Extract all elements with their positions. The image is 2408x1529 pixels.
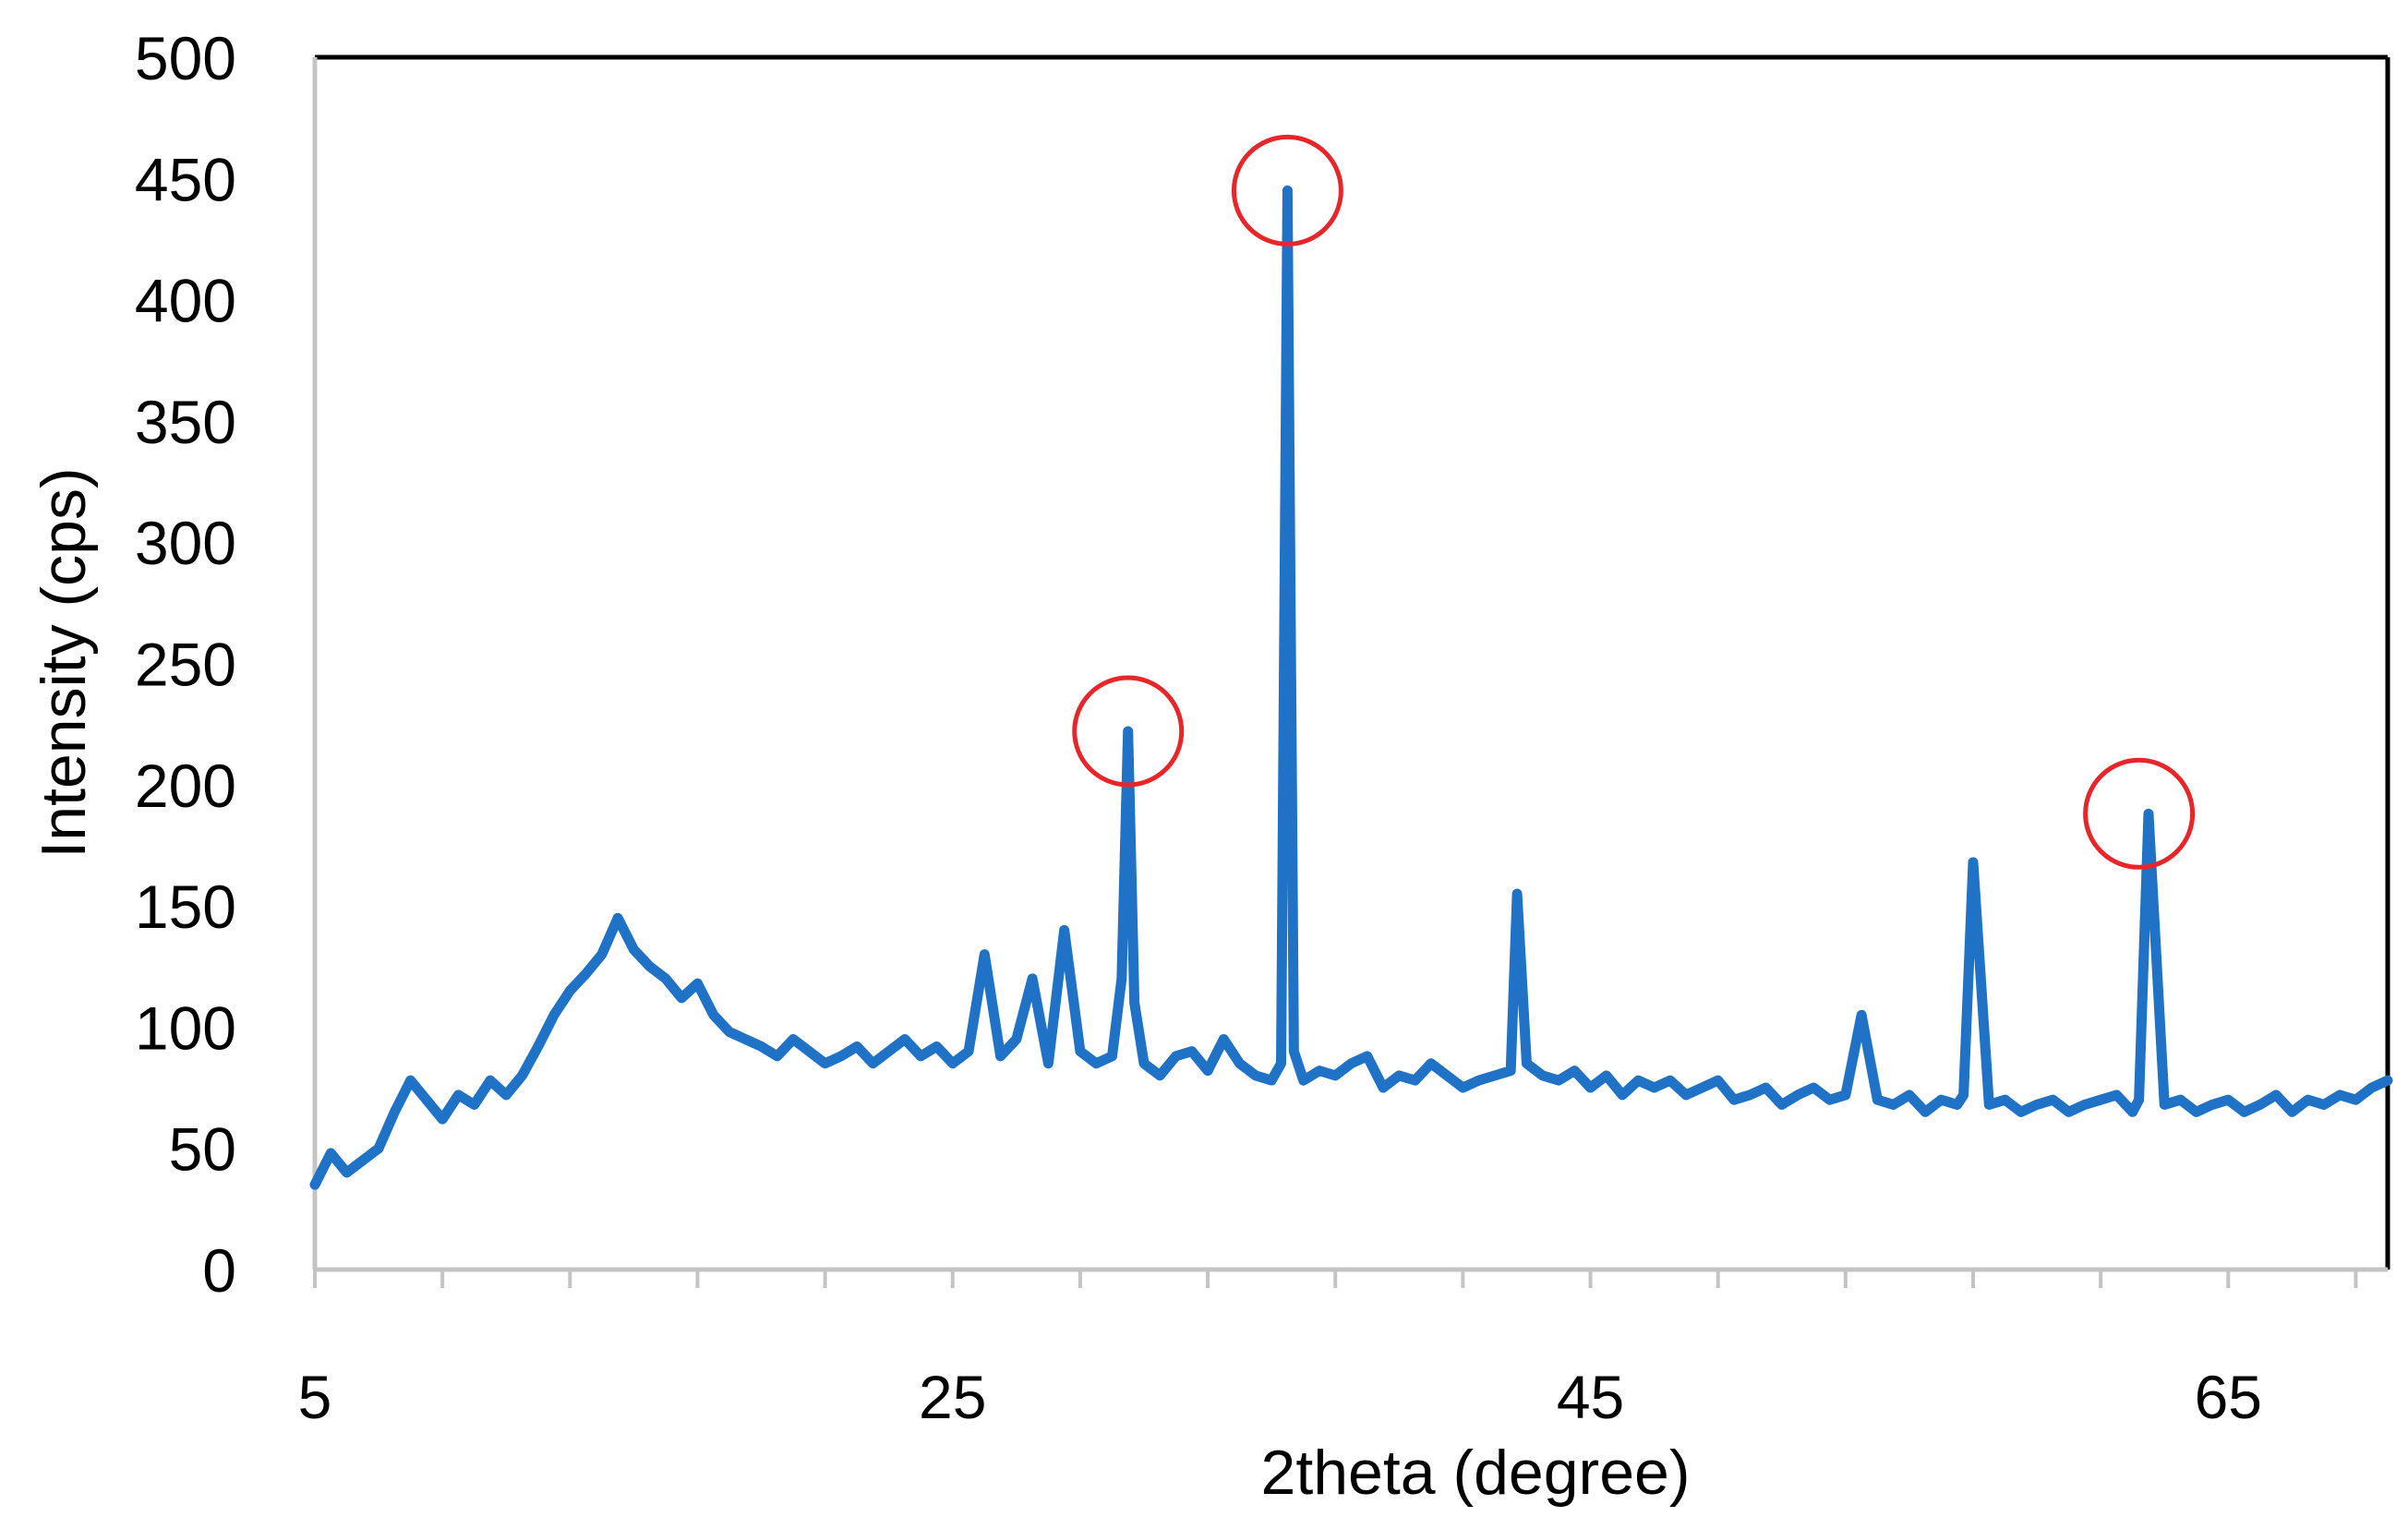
y-tick-label: 50 bbox=[169, 1115, 236, 1184]
x-tick-label: 65 bbox=[2195, 1363, 2262, 1431]
peak-marker-circle bbox=[2083, 757, 2196, 870]
y-tick-label: 450 bbox=[135, 145, 236, 213]
x-tick-label: 25 bbox=[919, 1363, 986, 1431]
peak-markers bbox=[1072, 134, 2196, 870]
x-axis-ticks bbox=[313, 1270, 2358, 1288]
y-tick-label: 150 bbox=[135, 873, 236, 941]
y-tick-label: 500 bbox=[135, 24, 236, 92]
y-tick-label: 350 bbox=[135, 388, 236, 456]
series-line bbox=[309, 185, 2393, 1190]
y-tick-label: 100 bbox=[135, 993, 236, 1062]
x-axis-title: 2theta (degree) bbox=[1261, 1438, 1691, 1508]
y-axis-title: Intensity (cps) bbox=[29, 467, 99, 858]
y-tick-label: 400 bbox=[135, 267, 236, 335]
y-tick-label: 200 bbox=[135, 752, 236, 820]
peak-marker-circle bbox=[1072, 675, 1185, 788]
x-tick-label: 45 bbox=[1557, 1363, 1624, 1431]
y-tick-label: 250 bbox=[135, 631, 236, 699]
y-tick-label: 0 bbox=[202, 1236, 236, 1305]
x-axis-tick-labels: 5 25 45 65 bbox=[298, 1363, 2262, 1431]
x-tick-label: 5 bbox=[298, 1363, 332, 1431]
peak-marker-circle bbox=[1231, 134, 1343, 247]
y-tick-label: 300 bbox=[135, 509, 236, 577]
y-axis-tick-labels: 0 50 100 150 200 250 300 350 400 450 500 bbox=[135, 24, 236, 1305]
